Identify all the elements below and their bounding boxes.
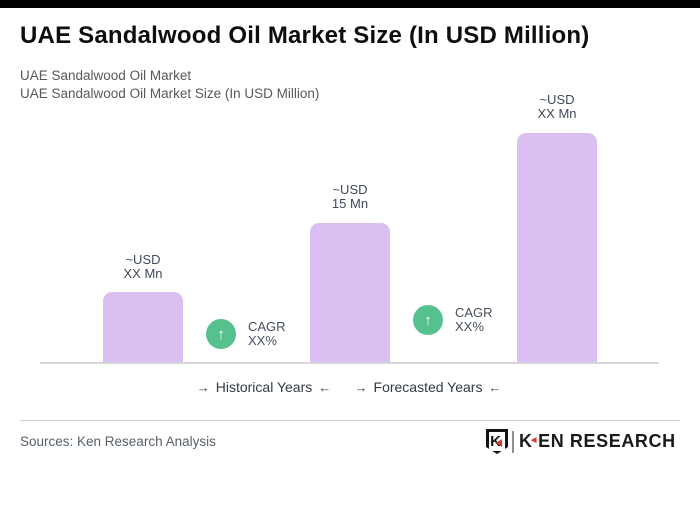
footer-divider (20, 420, 680, 421)
ken-research-shield-icon: K (486, 429, 508, 454)
cagr-badge-historical: ↑ CAGR XX% (206, 319, 286, 349)
cagr-line1: CAGR (455, 305, 493, 320)
logo-separator (512, 430, 514, 453)
bar-value-line1: ~USD (539, 92, 575, 107)
badge-red-triangle-icon (496, 439, 502, 447)
wordmark-red-triangle-icon: ◄ (528, 435, 540, 446)
bar-forecast-end (517, 133, 597, 362)
historical-years-label: → Historical Years ← (144, 379, 384, 395)
forecasted-years-label: → Forecasted Years ← (308, 379, 548, 395)
arrow-left-icon: ← (488, 380, 502, 395)
wordmark-k: K (519, 431, 533, 451)
cagr-up-arrow-icon: ↑ (206, 319, 236, 349)
cagr-up-arrow-icon: ↑ (413, 305, 443, 335)
cagr-label: CAGR XX% (455, 306, 493, 334)
up-arrow-glyph: ↑ (217, 325, 225, 343)
bar-value-label-historical-start: ~USD XX Mn (73, 253, 213, 281)
sources-text: Sources: Ken Research Analysis (20, 434, 216, 449)
subtitle-line-2: UAE Sandalwood Oil Market Size (In USD M… (20, 86, 320, 101)
bar-historical-end (310, 223, 390, 362)
arrow-right-icon: → (196, 380, 210, 395)
bar-value-line2: XX Mn (123, 266, 163, 281)
arrow-right-icon: → (354, 380, 368, 395)
cagr-label: CAGR XX% (248, 320, 286, 348)
page-title: UAE Sandalwood Oil Market Size (In USD M… (20, 22, 590, 49)
cagr-line1: CAGR (248, 319, 286, 334)
cagr-line2: XX% (455, 319, 484, 334)
ken-research-logo: K K ◄ EN RESEARCH (486, 429, 676, 454)
bar-value-line2: XX Mn (537, 106, 577, 121)
subtitle-line-1: UAE Sandalwood Oil Market (20, 68, 192, 83)
cagr-line2: XX% (248, 333, 277, 348)
top-accent-bar (0, 0, 700, 8)
bar-historical-start (103, 292, 183, 362)
bar-value-line1: ~USD (125, 252, 161, 267)
chart-subtitle: UAE Sandalwood Oil Market UAE Sandalwood… (20, 67, 319, 103)
historical-years-text: Historical Years (215, 379, 313, 395)
forecasted-years-text: Forecasted Years (373, 379, 483, 395)
cagr-badge-forecast: ↑ CAGR XX% (413, 305, 493, 335)
arrow-left-icon: ← (318, 380, 332, 395)
x-axis-line (40, 362, 659, 364)
ken-research-wordmark: K ◄ EN RESEARCH (519, 431, 676, 452)
bar-value-label-forecast-end: ~USD XX Mn (487, 93, 627, 121)
up-arrow-glyph: ↑ (424, 311, 432, 329)
badge-letter: K (490, 433, 501, 450)
bar-value-label-historical-end: ~USD 15 Mn (280, 183, 420, 211)
bar-value-line1: ~USD (332, 182, 368, 197)
wordmark-rest: EN RESEARCH (538, 431, 676, 451)
bar-value-line2: 15 Mn (331, 196, 369, 211)
